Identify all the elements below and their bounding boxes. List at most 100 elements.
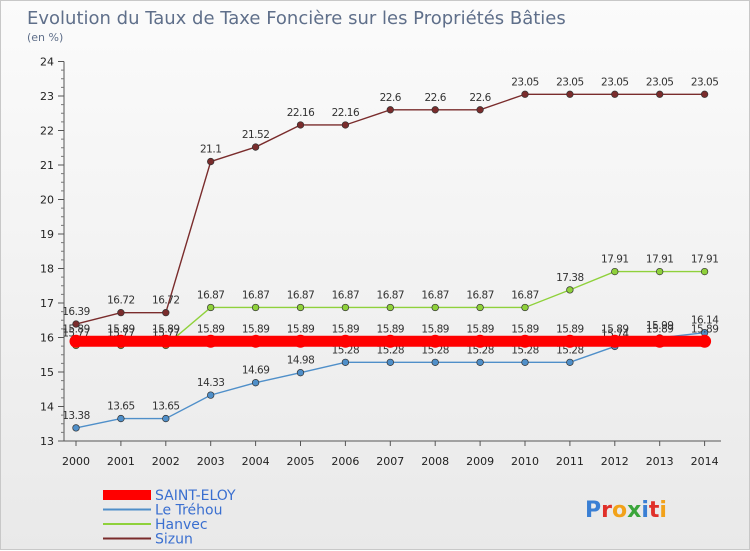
x-tick-label: 2009 xyxy=(466,455,494,468)
data-label: 15.89 xyxy=(601,323,629,335)
legend-label: Hanvec xyxy=(155,517,208,533)
data-point xyxy=(72,320,80,328)
data-label: 15.89 xyxy=(646,323,674,335)
x-tick-label: 2000 xyxy=(62,455,90,468)
data-label: 15.89 xyxy=(242,323,270,335)
data-label: 15.89 xyxy=(691,323,719,335)
data-label: 15.89 xyxy=(466,323,494,335)
data-label: 22.16 xyxy=(287,107,315,119)
data-point xyxy=(383,334,397,348)
data-point xyxy=(294,334,307,348)
data-point xyxy=(114,334,128,348)
data-point xyxy=(69,334,83,348)
data-point xyxy=(162,309,170,317)
data-point xyxy=(698,334,712,348)
data-point xyxy=(338,334,352,348)
y-tick-label: 14 xyxy=(40,401,54,414)
data-label: 23.05 xyxy=(556,76,584,88)
data-label: 14.33 xyxy=(197,377,225,389)
data-point xyxy=(296,121,305,129)
series-saint-eloy: 15.89 15.89 15.89 15.89 15.89 15.89 15.89 15.89… xyxy=(62,323,719,348)
x-tick-label: 2004 xyxy=(242,455,270,468)
data-point xyxy=(251,143,260,151)
data-point xyxy=(476,303,484,312)
data-label: 15.28 xyxy=(511,344,539,356)
data-point xyxy=(566,90,574,98)
data-label: 23.05 xyxy=(511,76,539,88)
data-label: 16.87 xyxy=(242,289,270,301)
data-label: 17.91 xyxy=(691,254,719,266)
legend-item: Le Tréhou xyxy=(103,503,222,519)
data-point xyxy=(207,157,215,166)
data-label: 23.05 xyxy=(646,76,674,88)
data-label: 15.89 xyxy=(62,323,90,335)
x-tick-label: 2006 xyxy=(331,455,359,468)
data-point xyxy=(521,90,529,98)
data-point xyxy=(431,106,439,114)
data-label: 16.72 xyxy=(152,295,180,307)
data-label: 16.39 xyxy=(62,306,90,318)
data-label: 13.38 xyxy=(62,410,90,422)
data-label: 23.05 xyxy=(691,76,719,88)
legend-label: SAINT-ELOY xyxy=(155,488,236,504)
data-point xyxy=(296,303,305,312)
data-label: 22.6 xyxy=(425,92,447,104)
data-label: 21.52 xyxy=(242,129,270,141)
y-tick-label: 15 xyxy=(40,366,54,379)
data-label: 22.6 xyxy=(469,92,491,104)
y-tick-label: 24 xyxy=(40,56,54,69)
data-point xyxy=(656,90,664,98)
series-sizun: 16.39 16.72 16.72 21.1 21.52 22.16 22.16 22.6 22… xyxy=(62,76,719,328)
legend-label: Le Tréhou xyxy=(155,503,222,519)
data-point xyxy=(476,106,484,114)
data-point xyxy=(249,334,263,348)
data-label: 15.89 xyxy=(287,323,315,335)
x-tick-label: 2012 xyxy=(601,455,629,468)
data-label: 16.87 xyxy=(421,289,449,301)
x-tick-label: 2008 xyxy=(421,455,449,468)
x-tick-label: 2002 xyxy=(152,455,180,468)
x-tick-label: 2001 xyxy=(107,455,135,468)
chart-subtitle: (en %) xyxy=(27,31,63,44)
data-point xyxy=(159,334,173,348)
data-point xyxy=(566,286,574,294)
data-point xyxy=(117,309,125,317)
data-point xyxy=(473,334,487,348)
data-label: 15.89 xyxy=(511,323,539,335)
data-label: 22.16 xyxy=(332,107,360,119)
data-point xyxy=(656,267,664,276)
data-point xyxy=(341,358,350,366)
data-label: 15.89 xyxy=(556,323,584,335)
legend-item: SAINT-ELOY xyxy=(103,488,236,504)
data-label: 15.89 xyxy=(421,323,449,335)
axes: 13 14 15 16 17 18 19 20 21 22 23 24 2000 2001 2002 2003… xyxy=(40,56,721,468)
y-tick-label: 23 xyxy=(40,90,54,103)
data-point xyxy=(700,90,709,98)
data-point xyxy=(386,106,394,114)
y-tick-label: 18 xyxy=(40,263,54,276)
x-tick-label: 2014 xyxy=(691,455,719,468)
data-label: 15.28 xyxy=(421,344,449,356)
chart-title: Evolution du Taux de Taxe Foncière sur l… xyxy=(27,8,566,29)
data-label: 22.6 xyxy=(380,92,402,104)
data-label: 13.65 xyxy=(107,401,135,413)
data-label: 15.89 xyxy=(197,323,225,335)
data-point xyxy=(521,303,529,312)
data-point xyxy=(700,267,709,276)
x-tick-label: 2011 xyxy=(556,455,584,468)
data-label: 15.28 xyxy=(556,344,584,356)
legend-item: Sizun xyxy=(103,532,193,548)
legend-item: Hanvec xyxy=(103,517,208,533)
data-label: 16.87 xyxy=(511,289,539,301)
data-label: 13.65 xyxy=(152,401,180,413)
data-label: 15.28 xyxy=(332,344,360,356)
data-label: 15.89 xyxy=(107,323,135,335)
data-label: 16.87 xyxy=(332,289,360,301)
y-tick-label: 21 xyxy=(40,159,54,172)
data-point xyxy=(428,334,442,348)
data-label: 14.98 xyxy=(287,355,315,367)
data-label: 16.14 xyxy=(691,315,719,327)
x-tick-label: 2003 xyxy=(197,455,225,468)
